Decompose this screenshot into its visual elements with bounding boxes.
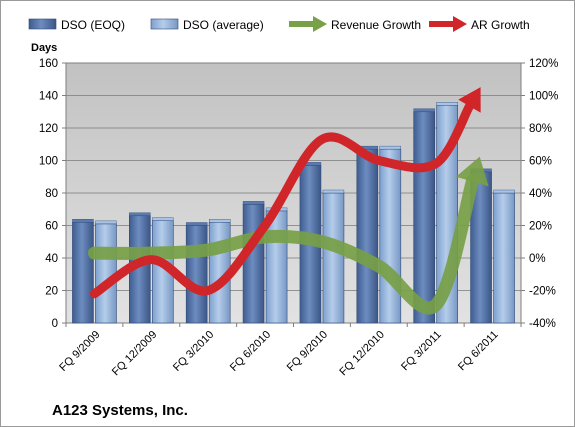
bar-dso-average	[95, 223, 117, 324]
ar-growth-point	[377, 159, 380, 162]
revenue-growth-line	[87, 173, 480, 315]
legend-label: Revenue Growth	[331, 18, 421, 32]
revenue-growth-point	[477, 159, 480, 162]
bar-dso-eoq	[356, 148, 379, 324]
x-tick-label: FQ 6/2010	[228, 329, 273, 374]
x-tick-label: FQ 6/2011	[456, 329, 501, 374]
left-tick-label: 160	[39, 58, 58, 70]
right-tick-label: 20%	[529, 221, 552, 233]
legend-swatch-bar	[150, 18, 179, 30]
bar-dso-eoq	[242, 204, 265, 324]
bar-dso-average	[265, 210, 288, 324]
x-tick-label: FQ 3/2011	[399, 329, 444, 374]
revenue-growth-point	[434, 304, 437, 307]
bar-top-dso-average	[379, 145, 402, 150]
bar-top-dso-eoq	[242, 201, 265, 205]
left-tick-label: 0	[52, 318, 58, 330]
left-tick-label: 20	[45, 286, 58, 298]
bar-dso-eoq	[72, 221, 94, 324]
bar-dso-average	[322, 192, 345, 324]
bar-top-dso-eoq	[72, 219, 94, 223]
right-tick-label: 40%	[529, 188, 552, 200]
x-tick-label: FQ 9/2010	[285, 329, 330, 374]
x-tick-label: FQ 9/2009	[57, 329, 102, 374]
legend-label: DSO (average)	[183, 18, 264, 32]
x-tick-label: FQ 12/2009	[110, 329, 160, 379]
chart-title: A123 Systems, Inc.	[52, 402, 188, 419]
bar-dso-eoq	[413, 111, 435, 324]
left-tick-label: 100	[39, 156, 58, 168]
right-tick-label: 0%	[529, 253, 546, 265]
revenue-growth-point	[150, 252, 153, 255]
bar-top-dso-average	[322, 189, 345, 194]
bar-top-dso-eoq	[185, 222, 208, 226]
bar-top-dso-average	[493, 189, 515, 194]
ar-growth-point	[434, 162, 437, 165]
revenue-growth-point	[264, 235, 267, 238]
bar-top-dso-average	[436, 102, 458, 106]
revenue-growth-point	[207, 248, 210, 251]
ar-growth-point	[264, 224, 267, 227]
right-tick-label: 120%	[529, 58, 558, 70]
ar-growth-point	[320, 138, 323, 141]
right-tick-label: -40%	[529, 318, 556, 330]
ar-growth-point	[477, 89, 480, 92]
ar-growth-line	[89, 101, 475, 299]
revenue-growth-point	[320, 240, 323, 243]
bar-top-dso-eoq	[129, 212, 151, 216]
revenue-growth-line-arrowhead	[456, 156, 489, 187]
ar-growth-point	[207, 289, 210, 292]
ar-growth-point	[150, 258, 153, 261]
revenue-growth-point	[377, 265, 380, 268]
right-tick-label: 60%	[529, 156, 552, 168]
left-tick-label: 60	[45, 221, 58, 233]
bar-dso-eoq	[185, 225, 208, 324]
right-tick-label: -20%	[529, 286, 556, 298]
bar-top-dso-average	[152, 217, 174, 221]
legend-swatch-bar	[28, 18, 57, 30]
legend-swatch-arrowhead	[453, 16, 467, 32]
bar-top-dso-eoq	[413, 108, 435, 112]
ar-growth-line-arrowhead	[458, 87, 481, 113]
left-tick-label: 140	[39, 91, 58, 103]
bar-dso-average	[493, 192, 515, 324]
legend: DSO (EOQ) DSO (average) Revenue Growth AR G…	[28, 16, 530, 32]
revenue-growth-point	[93, 252, 96, 255]
legend-label: AR Growth	[471, 18, 530, 32]
ar-growth-point	[93, 292, 96, 295]
legend-swatch-arrowhead	[313, 16, 327, 32]
bar-top-dso-average	[208, 219, 231, 223]
y-axis-title: Days	[31, 42, 57, 54]
bar-top-dso-average	[95, 220, 117, 225]
x-tick-label: FQ 3/2010	[171, 329, 216, 374]
plot-area: 0 20 40 60 80 100 120 140 160 -40% -20% 0% 20% 40% 60%…	[39, 58, 559, 378]
right-tick-label: 80%	[529, 123, 552, 135]
x-tick-label: FQ 12/2010	[337, 329, 387, 379]
legend-label: DSO (EOQ)	[61, 18, 125, 32]
bar-dso-average	[379, 148, 402, 324]
left-tick-label: 40	[45, 253, 58, 265]
left-tick-label: 80	[45, 188, 58, 200]
left-tick-label: 120	[39, 123, 58, 135]
right-tick-label: 100%	[529, 91, 558, 103]
